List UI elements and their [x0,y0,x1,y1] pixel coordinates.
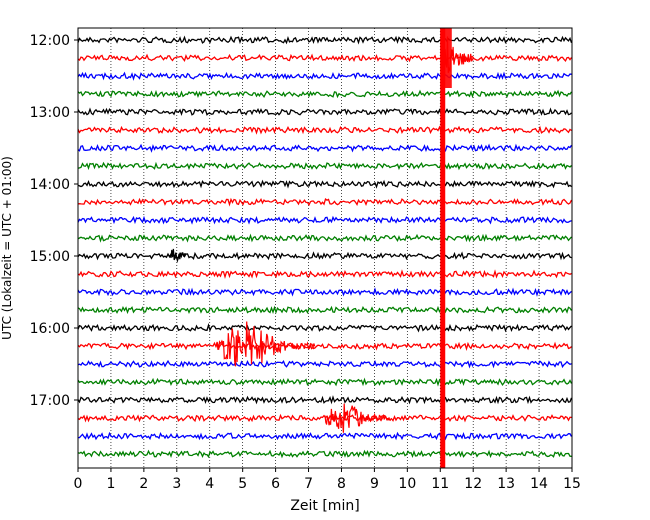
x-tick-label: 5 [238,476,247,492]
x-axis: 0 1 2 3 4 5 6 7 8 9 10 11 12 13 14 15 [74,468,581,492]
plot-background [78,28,572,468]
x-tick-label: 14 [530,476,548,492]
x-tick-label: 13 [497,476,515,492]
trace-line [77,107,572,116]
trace-line [77,233,572,243]
trace-line [77,215,572,225]
trace-line [77,53,573,63]
x-tick-label: 2 [139,476,148,492]
y-tick-label: 16:00 [30,321,70,337]
event-burst [169,248,187,263]
plot-frame [77,27,573,469]
trace-line [77,143,573,153]
trace-line [77,359,572,369]
x-tick-label: 15 [563,476,581,492]
x-tick-label: 6 [271,476,280,492]
trace-line [77,395,573,405]
trace-line [77,197,573,207]
trace-line [77,35,573,45]
trace-line [77,449,572,459]
trace-line [78,431,573,441]
x-tick-label: 4 [205,476,214,492]
trace-line [77,161,572,171]
y-axis-label: UTC (Lokalzeit = UTC + 01:00) [0,156,14,340]
y-tick-label: 12:00 [30,33,70,49]
trace-line [77,71,572,81]
trace-line [77,322,572,333]
event-group [169,27,474,468]
y-tick-label: 14:00 [30,177,70,193]
event-saturation-block [440,28,452,88]
x-tick-label: 1 [106,476,115,492]
trace-line [77,287,572,297]
trace-line [77,251,572,261]
y-tick-label: 15:00 [30,249,70,265]
trace-group [77,35,573,459]
trace-line [77,305,573,315]
trace-line [77,341,572,352]
trace-line [77,377,573,387]
x-tick-label: 0 [74,476,83,492]
x-tick-label: 3 [172,476,181,492]
event-saturation-band [440,28,446,468]
x-tick-label: 11 [431,476,449,492]
trace-line [77,89,573,99]
x-tick-label: 9 [370,476,379,492]
trace-line [77,125,572,135]
x-tick-label: 10 [398,476,416,492]
x-tick-label: 8 [337,476,346,492]
trace-line [77,179,572,189]
event-burst [324,403,392,433]
event-burst [215,321,316,367]
x-axis-label: Zeit [min] [290,498,359,514]
y-tick-label: 17:00 [30,393,70,409]
y-tick-label: 13:00 [30,105,70,121]
y-axis: 12:00 13:00 14:00 15:00 16:00 17:00 [30,33,78,409]
x-tick-label: 7 [304,476,313,492]
trace-line [77,269,572,280]
x-tick-label: 12 [464,476,482,492]
